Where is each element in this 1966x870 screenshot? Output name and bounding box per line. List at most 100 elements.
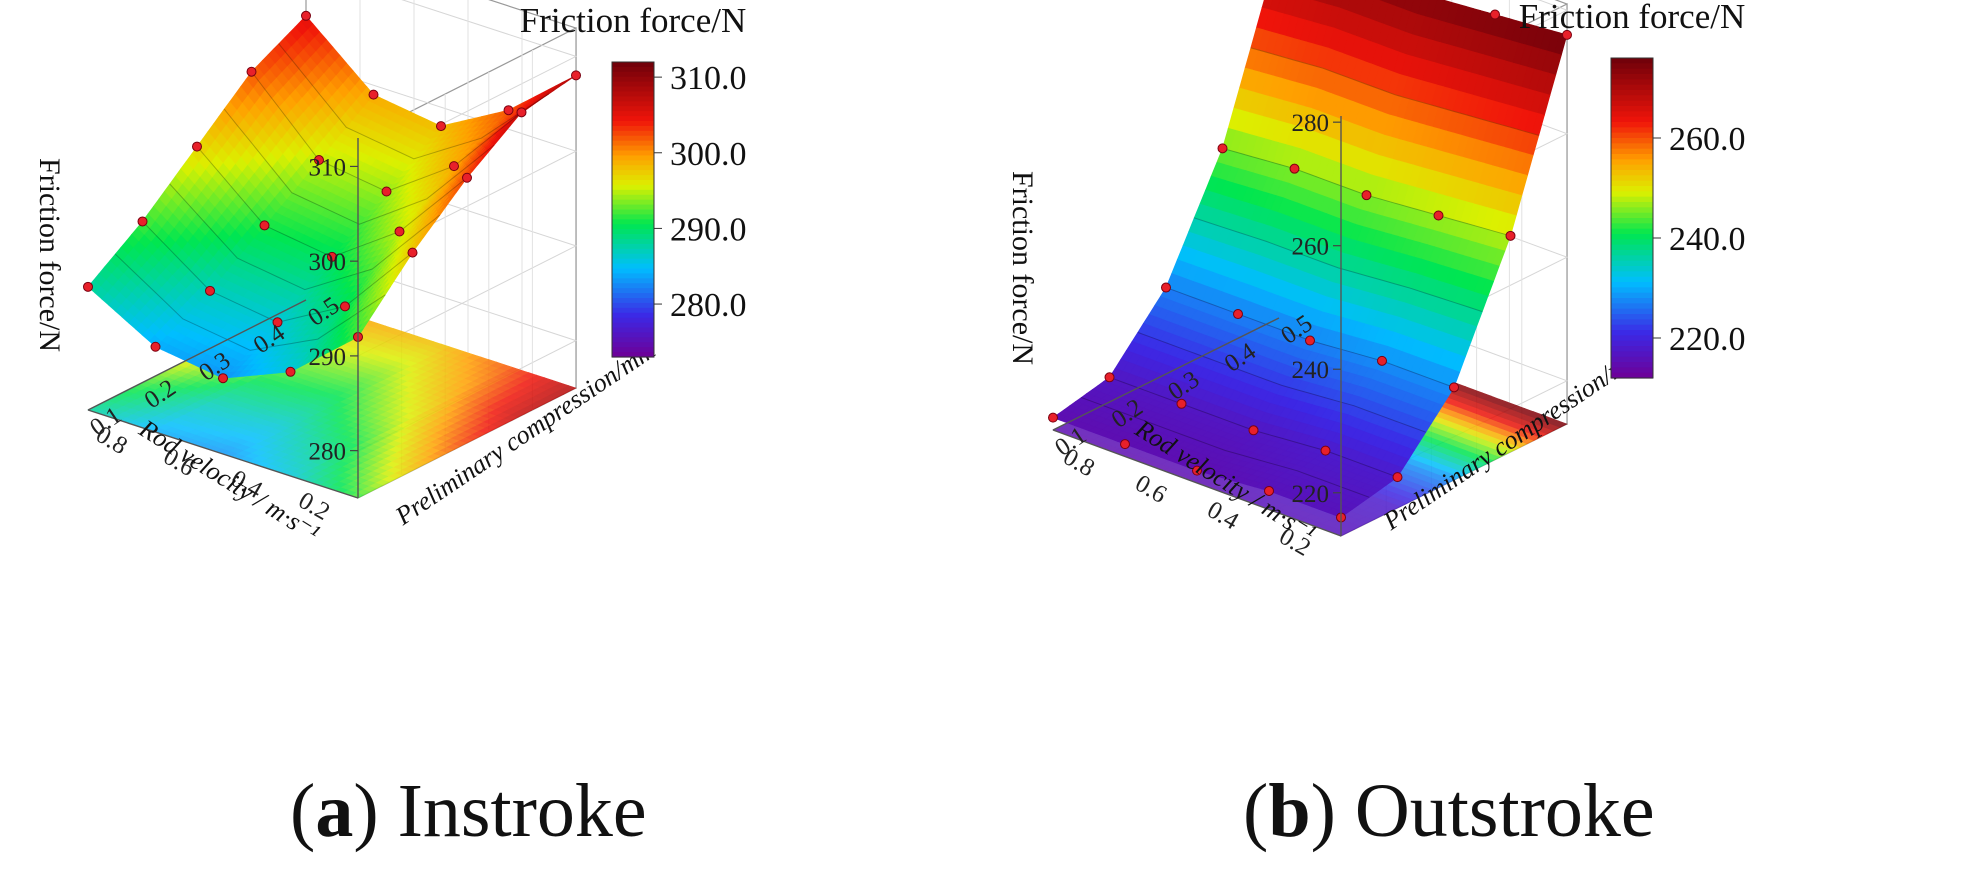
colorbar-band (612, 342, 654, 348)
data-point (462, 172, 472, 183)
colorbar-band (612, 170, 654, 176)
data-point (205, 285, 215, 296)
z-axis: 280 290 300 310 Friction force/N (33, 154, 358, 466)
data-point (272, 317, 283, 328)
colorbar-band (612, 332, 654, 338)
colorbar-band (612, 229, 654, 235)
data-point (259, 220, 270, 231)
data-point (83, 281, 93, 292)
colorbar-band (612, 307, 654, 314)
colorbar-band (612, 347, 654, 353)
colorbar-tick-label: 290.0 (670, 211, 747, 248)
data-point (381, 186, 392, 197)
contour-line (114, 253, 386, 351)
data-point (327, 251, 337, 262)
colorbar-band (612, 268, 654, 275)
colorbar-band (612, 253, 654, 260)
box-frame (87, 138, 359, 499)
colorbar-band (612, 165, 654, 171)
z-tick-label: 300 (309, 249, 347, 276)
colorbar-band (612, 180, 654, 186)
caption-a: (a) Instroke (290, 769, 647, 853)
box-edge (87, 299, 307, 411)
z-tick-label: 280 (309, 439, 347, 466)
colorbar-band (612, 106, 654, 112)
colorbar-band (612, 155, 654, 161)
colorbar-band (612, 298, 654, 304)
colorbar-band (612, 116, 654, 122)
colorbar-band (612, 248, 654, 255)
colorbar-band (612, 62, 654, 68)
colorbar-band (612, 214, 654, 220)
surface (1052, 0, 1568, 518)
colorbar-band (612, 81, 654, 88)
colorbar-band (612, 111, 654, 117)
data-point (285, 366, 296, 377)
colorbar-band (612, 76, 654, 83)
data-point (137, 216, 148, 227)
data-point (407, 247, 418, 258)
colorbar-band (612, 121, 654, 127)
colorbar-band (612, 322, 654, 329)
data-point (368, 89, 379, 100)
colorbar-title: Friction force/N (520, 1, 746, 40)
data-point (314, 155, 324, 166)
colorbar-band (612, 219, 654, 225)
colorbar-band (612, 96, 654, 102)
z-tick-label: 290 (309, 344, 347, 371)
z-tick-label: 310 (309, 154, 347, 181)
colorbar-band (612, 145, 654, 152)
colorbar-band (612, 224, 654, 230)
data-point (340, 301, 350, 312)
panel-b: 220 240 260 280 Friction force/N 0.2 0.4 0.6 0.8… (983, 0, 1966, 870)
data-point (436, 121, 446, 132)
colorbar-band (612, 288, 654, 294)
colorbar-band (612, 283, 654, 289)
data-point (218, 373, 228, 384)
data-point (571, 70, 581, 81)
data-point (503, 105, 514, 116)
colorbar-band (612, 312, 654, 319)
colorbar-band (612, 239, 654, 245)
colorbar-band (612, 209, 654, 216)
data-point (301, 10, 311, 21)
colorbar-band (612, 66, 654, 73)
contour-line (169, 183, 441, 291)
data-point (246, 66, 257, 77)
colorbar-band (612, 86, 654, 93)
colorbar-band (612, 337, 654, 343)
colorbar-band (612, 194, 654, 201)
colorbar-band (612, 160, 654, 166)
colorbar-band (612, 243, 654, 250)
surface (87, 15, 577, 379)
data-point (394, 226, 405, 237)
colorbar-band (612, 135, 654, 142)
colorbar-tick-label: 300.0 (670, 136, 747, 173)
colorbar-band (612, 317, 654, 324)
colorbar-band (612, 352, 654, 358)
colorbar-band (612, 184, 654, 191)
data-point (150, 341, 161, 352)
colorbar-band (612, 258, 654, 265)
data-point (449, 161, 459, 172)
colorbar-band (612, 199, 654, 206)
colorbar-band (612, 130, 654, 137)
colorbar-band (612, 263, 654, 270)
box-edge (87, 409, 359, 499)
colorbar-band (612, 140, 654, 147)
colorbar-band (612, 327, 654, 334)
colorbar-band (612, 273, 654, 279)
contour-line (278, 43, 550, 160)
colorbar-band (612, 101, 654, 107)
colorbar-tick-label: 280.0 (670, 287, 747, 324)
colorbar-band (612, 150, 654, 157)
colorbar-band (612, 125, 654, 132)
data-point (516, 107, 527, 118)
data-point (192, 141, 202, 152)
data-points (83, 10, 581, 384)
colorbar-band (612, 302, 654, 309)
z-axis-label: Friction force/N (33, 158, 66, 352)
panel-a: 280 290 300 310 Friction force/N 0.2 0.4 0.6 0.8… (33, 0, 747, 853)
